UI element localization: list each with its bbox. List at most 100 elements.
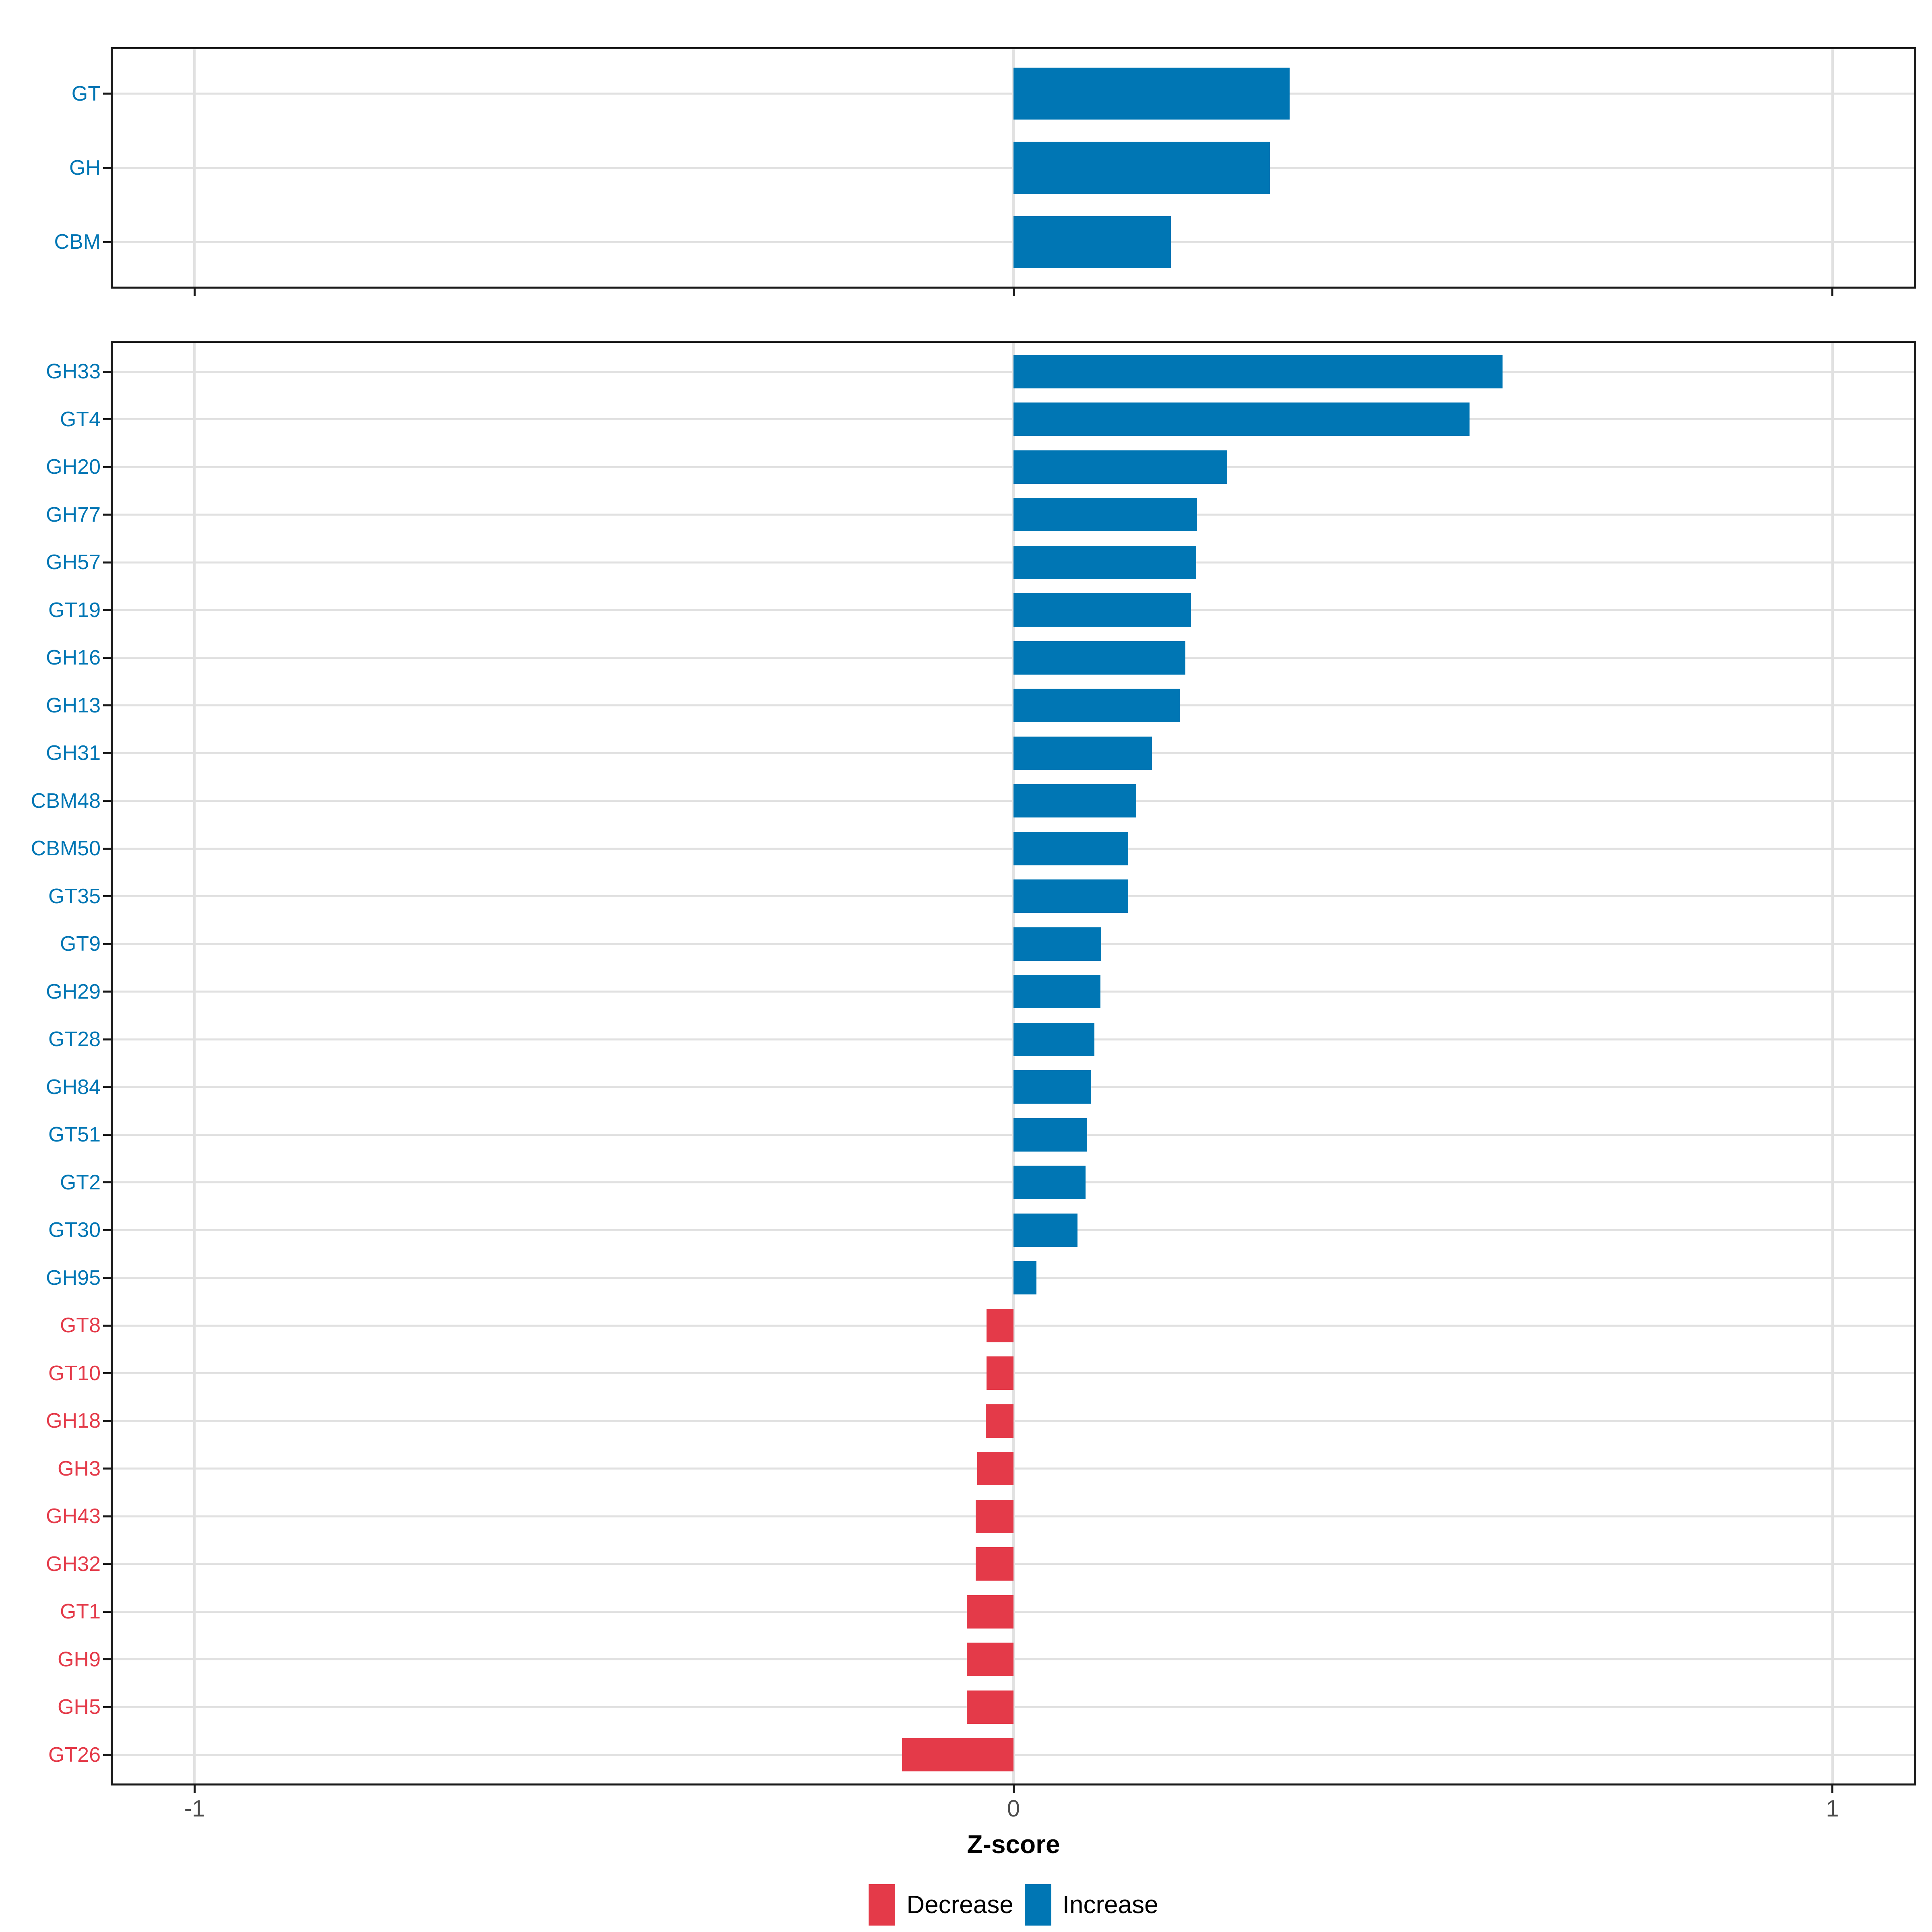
category-label-GT10: GT10 (48, 1361, 101, 1385)
bar-GT1 (967, 1595, 1013, 1629)
x-tick-label: 0 (1007, 1796, 1020, 1822)
bar-GH3 (977, 1452, 1013, 1486)
bar-GH33 (1013, 355, 1503, 388)
bar-GH31 (1013, 736, 1152, 770)
category-label-GH3: GH3 (58, 1457, 101, 1480)
y-tick-mark (103, 1038, 113, 1040)
bar-GT10 (986, 1356, 1013, 1390)
bar-GH43 (976, 1499, 1013, 1533)
row-gridline (113, 1324, 1914, 1327)
bar-CBM50 (1013, 832, 1128, 865)
category-label-GT19: GT19 (48, 598, 101, 622)
y-tick-mark (103, 1086, 113, 1088)
category-label-GH57: GH57 (46, 551, 101, 574)
x-gridline (193, 343, 196, 1783)
bar-GH13 (1013, 689, 1180, 722)
category-label-GT9: GT9 (60, 932, 101, 956)
bar-GH18 (985, 1404, 1013, 1438)
bar-GH20 (1013, 450, 1228, 484)
bar-GT2 (1013, 1166, 1086, 1199)
category-label-GT26: GT26 (48, 1743, 101, 1767)
category-label-GH43: GH43 (46, 1505, 101, 1528)
legend-key-increase (1024, 1884, 1051, 1926)
row-gridline (113, 1372, 1914, 1375)
y-tick-mark (103, 370, 113, 373)
y-tick-mark (103, 1515, 113, 1517)
bar-GH84 (1013, 1070, 1092, 1104)
category-label-GH95: GH95 (46, 1266, 101, 1290)
bar-CBM (1013, 216, 1171, 268)
x-tick-mark (1012, 1783, 1015, 1793)
bar-GH32 (976, 1547, 1013, 1581)
category-label-GH32: GH32 (46, 1552, 101, 1576)
legend-item-decrease: Decrease (869, 1884, 1013, 1926)
y-tick-mark (103, 609, 113, 611)
y-tick-mark (103, 514, 113, 516)
row-gridline (113, 1468, 1914, 1470)
y-tick-mark (103, 561, 113, 564)
category-label-CBM50: CBM50 (31, 837, 101, 861)
y-tick-mark (103, 1610, 113, 1613)
legend-item-increase: Increase (1024, 1884, 1158, 1926)
bar-GT51 (1013, 1118, 1088, 1152)
x-axis-title: Z-score (967, 1830, 1060, 1859)
bar-GH16 (1013, 641, 1186, 675)
x-gridline (1831, 343, 1834, 1783)
panel-cazyme-families (111, 341, 1916, 1785)
category-label-GT8: GT8 (60, 1314, 101, 1338)
y-tick-mark (103, 1277, 113, 1279)
category-label-GT30: GT30 (48, 1218, 101, 1242)
legend-label-decrease: Decrease (906, 1891, 1013, 1919)
y-tick-mark (103, 943, 113, 945)
bar-GH57 (1013, 545, 1196, 579)
category-label-GT: GT (71, 82, 101, 105)
bar-GH5 (967, 1690, 1013, 1724)
row-gridline (113, 1515, 1914, 1517)
bar-GT35 (1013, 879, 1128, 913)
row-gridline (113, 1610, 1914, 1613)
legend-key-decrease (869, 1884, 896, 1926)
bar-GT28 (1013, 1022, 1095, 1056)
panel-cazyme-classes (111, 47, 1916, 289)
category-label-GH9: GH9 (58, 1647, 101, 1671)
category-label-GH13: GH13 (46, 694, 101, 717)
bar-GT30 (1013, 1213, 1077, 1247)
category-label-GT4: GT4 (60, 407, 101, 431)
y-tick-mark (103, 241, 113, 243)
category-label-GT35: GT35 (48, 884, 101, 908)
y-tick-mark (103, 656, 113, 659)
category-label-GH33: GH33 (46, 360, 101, 384)
y-tick-mark (103, 704, 113, 707)
x-tick-mark (1831, 1783, 1834, 1793)
y-tick-mark (103, 418, 113, 421)
bar-GT4 (1013, 402, 1470, 436)
category-label-GH: GH (69, 156, 101, 180)
row-gridline (113, 1420, 1914, 1422)
category-label-GT28: GT28 (48, 1028, 101, 1051)
y-tick-mark (103, 1754, 113, 1756)
category-label-GT2: GT2 (60, 1170, 101, 1194)
bar-GT9 (1013, 927, 1101, 961)
y-tick-mark (103, 1706, 113, 1708)
x-gridline (1012, 343, 1015, 1783)
category-label-GH29: GH29 (46, 980, 101, 1003)
y-tick-mark (103, 1420, 113, 1422)
y-tick-mark (103, 1658, 113, 1661)
legend: Decrease Increase (47, 1884, 1932, 1926)
y-tick-mark (103, 93, 113, 95)
legend-label-increase: Increase (1062, 1891, 1158, 1919)
category-label-GT51: GT51 (48, 1123, 101, 1147)
row-gridline (113, 1754, 1914, 1756)
y-tick-mark (103, 1181, 113, 1184)
category-label-GT1: GT1 (60, 1600, 101, 1624)
y-tick-mark (103, 847, 113, 850)
bar-GH (1013, 142, 1270, 194)
category-label-CBM48: CBM48 (31, 789, 101, 813)
bar-GH77 (1013, 498, 1197, 532)
x-tick-label: 1 (1826, 1796, 1839, 1822)
category-label-GH18: GH18 (46, 1409, 101, 1433)
y-tick-mark (103, 1133, 113, 1136)
x-tick-mark (1831, 287, 1834, 296)
bar-GT26 (902, 1738, 1013, 1772)
